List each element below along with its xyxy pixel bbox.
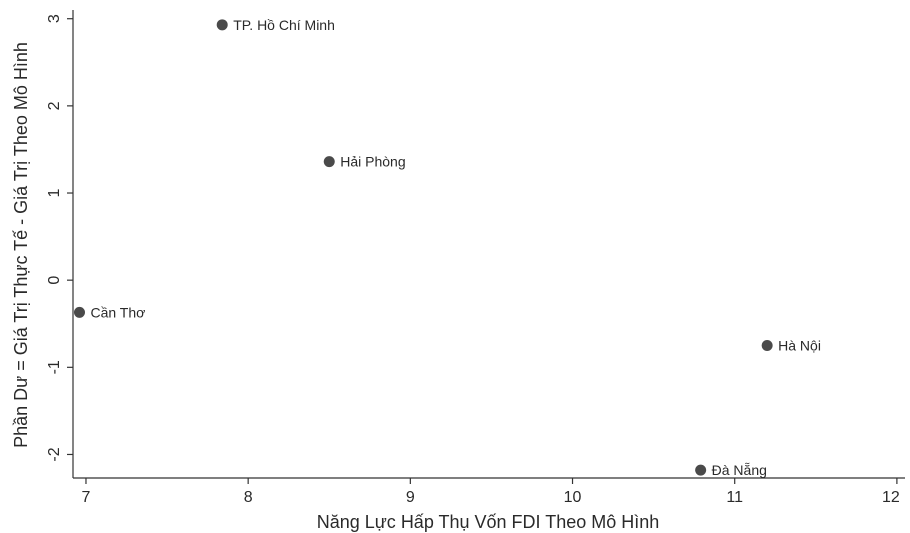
data-point-label: Hải Phòng [340,154,405,170]
data-points: TP. Hồ Chí Minh Hải Phòng Cần Thơ Hà Nội Đà … [73,17,821,478]
x-tick-label: 9 [406,489,415,506]
y-tick-label: -2 [46,447,63,461]
y-tick-label: 2 [46,101,63,110]
data-point-label: Hà Nội [778,338,821,354]
y-axis-title: Phần Dư = Giá Trị Thực Tế - Giá Trị Theo… [11,42,31,448]
data-point [323,156,335,168]
data-point [695,464,707,476]
data-point-label: Cần Thơ [90,304,145,320]
x-ticks: 7 8 9 10 11 12 [82,478,900,506]
data-point [216,19,228,31]
data-point [761,340,773,352]
x-tick-label: 12 [882,489,900,506]
y-tick-label: 3 [46,14,63,23]
x-tick-label: 11 [726,489,743,506]
data-point-label: Đà Nẵng [712,462,767,478]
y-tick-label: 0 [46,276,63,285]
data-point [73,306,85,318]
y-ticks: -2 -1 0 1 2 3 [46,14,73,462]
x-tick-label: 10 [564,489,582,506]
y-tick-label: -1 [46,360,63,374]
data-point-label: TP. Hồ Chí Minh [233,17,335,33]
y-tick-label: 1 [46,188,63,197]
x-tick-label: 7 [82,489,91,506]
x-axis-title: Năng Lực Hấp Thụ Vốn FDI Theo Mô Hình [317,512,660,532]
x-tick-label: 8 [244,489,253,506]
